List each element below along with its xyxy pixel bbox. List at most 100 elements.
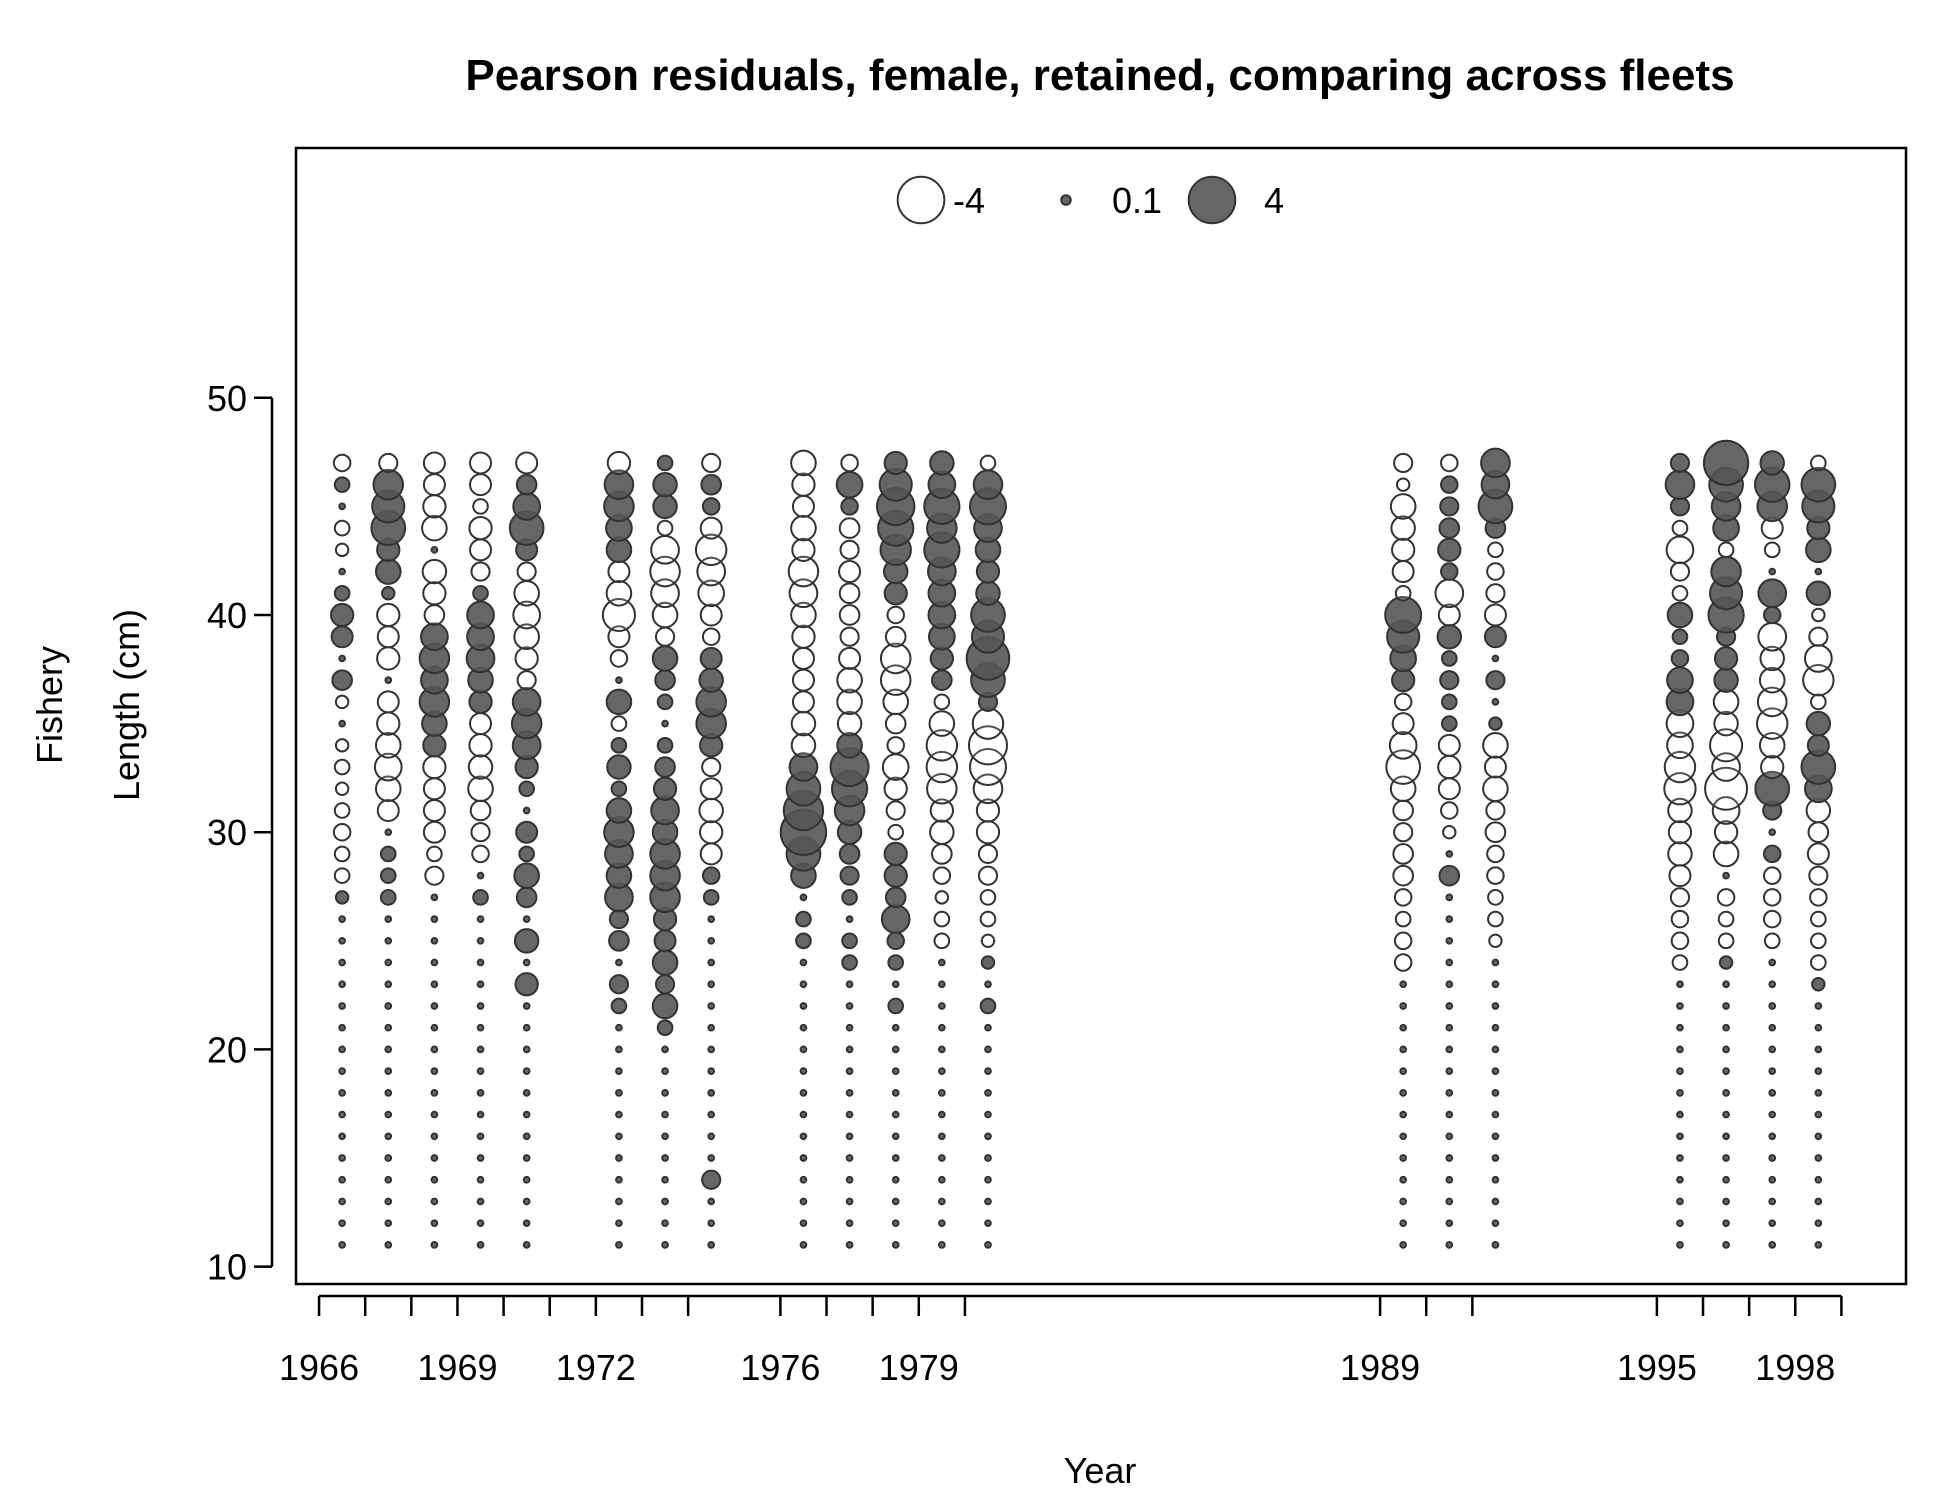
positive-residual-bubble (1768, 1241, 1777, 1249)
negative-residual-bubble (651, 601, 679, 629)
positive-residual-bubble (1491, 1241, 1500, 1249)
positive-residual-bubble (845, 1089, 854, 1097)
negative-residual-bubble (790, 449, 817, 477)
positive-residual-bubble (707, 1241, 716, 1249)
positive-residual-bubble (1445, 958, 1454, 967)
negative-residual-bubble (979, 889, 997, 906)
negative-residual-bubble (656, 519, 674, 537)
positive-residual-bubble (430, 1132, 439, 1141)
negative-residual-bubble (1440, 453, 1459, 473)
negative-residual-bubble (699, 777, 723, 801)
positive-residual-bubble (1768, 1132, 1777, 1141)
negative-residual-bubble (791, 646, 815, 670)
positive-residual-bubble (799, 1154, 808, 1162)
negative-residual-bubble (925, 729, 959, 762)
negative-residual-bubble (1393, 452, 1414, 474)
positive-residual-bubble (1814, 1002, 1823, 1010)
positive-residual-bubble (1480, 447, 1511, 479)
negative-residual-bubble (1434, 578, 1465, 609)
negative-residual-bubble (1437, 733, 1461, 757)
negative-residual-bubble (791, 494, 815, 518)
negative-residual-bubble (1762, 866, 1782, 885)
positive-residual-bubble (1440, 693, 1458, 711)
positive-residual-bubble (476, 936, 485, 945)
positive-residual-bubble (1676, 1241, 1684, 1249)
positive-residual-bubble (838, 843, 861, 865)
negative-residual-bubble (790, 601, 817, 629)
negative-residual-bubble (469, 451, 493, 475)
legend-label: 4 (1264, 180, 1284, 221)
y-tick-label: 30 (207, 812, 247, 853)
negative-residual-bubble (838, 560, 862, 584)
positive-residual-bubble (1713, 667, 1739, 693)
positive-residual-bubble (384, 1023, 393, 1032)
positive-residual-bubble (707, 1197, 716, 1206)
positive-residual-bubble (937, 1089, 946, 1097)
positive-residual-bubble (1676, 1175, 1684, 1184)
positive-residual-bubble (1814, 1089, 1823, 1097)
negative-residual-bubble (838, 517, 861, 539)
y-axis-title-line2: Length (cm) (106, 609, 147, 801)
x-tick-label: 1966 (279, 1347, 359, 1388)
positive-residual-bubble (1399, 1045, 1408, 1054)
positive-residual-bubble (788, 752, 819, 782)
positive-residual-bubble (845, 1067, 854, 1075)
negative-residual-bubble (376, 711, 401, 736)
positive-residual-bubble (430, 1089, 439, 1097)
positive-residual-bubble (384, 1045, 393, 1054)
negative-residual-bubble (979, 910, 997, 928)
positive-residual-bubble (1722, 1023, 1730, 1032)
positive-residual-bubble (841, 889, 858, 906)
negative-residual-bubble (1486, 844, 1505, 864)
negative-residual-bubble (791, 668, 815, 692)
positive-residual-bubble (698, 667, 724, 693)
positive-residual-bubble (513, 928, 540, 954)
positive-residual-bubble (1722, 980, 1730, 989)
positive-residual-bubble (799, 1197, 808, 1206)
positive-residual-bubble (515, 820, 539, 844)
positive-residual-bubble (1445, 1045, 1454, 1054)
positive-residual-bubble (1438, 517, 1461, 539)
positive-residual-bubble (515, 473, 538, 496)
positive-residual-bubble (384, 936, 393, 945)
negative-residual-bubble (698, 797, 724, 824)
negative-residual-bubble (879, 664, 912, 696)
positive-residual-bubble (1768, 1219, 1777, 1228)
positive-residual-bubble (422, 733, 447, 758)
negative-residual-bubble (607, 560, 631, 584)
positive-residual-bubble (515, 886, 538, 909)
negative-residual-bubble (1391, 537, 1416, 562)
positive-residual-bubble (476, 958, 485, 967)
positive-residual-bubble (845, 1241, 854, 1249)
negative-residual-bubble (513, 623, 540, 651)
negative-residual-bubble (884, 712, 907, 735)
negative-residual-bubble (1394, 584, 1412, 602)
positive-residual-bubble (522, 1219, 531, 1228)
positive-residual-bubble (651, 645, 679, 672)
negative-residual-bubble (699, 842, 723, 866)
positive-residual-bubble (1722, 1154, 1730, 1162)
positive-residual-bubble (472, 584, 489, 602)
positive-residual-bubble (984, 1175, 992, 1184)
positive-residual-bubble (1676, 1002, 1684, 1010)
positive-residual-bubble (1399, 1023, 1408, 1032)
positive-residual-bubble (1676, 1197, 1684, 1206)
negative-residual-bubble (513, 579, 540, 607)
positive-residual-bubble (430, 1023, 439, 1032)
negative-residual-bubble (332, 453, 352, 473)
x-tick-label: 1998 (1755, 1347, 1835, 1388)
negative-residual-bubble (1487, 889, 1504, 906)
negative-residual-bubble (469, 799, 492, 822)
positive-residual-bubble (845, 1023, 854, 1032)
positive-residual-bubble (1811, 977, 1826, 992)
positive-residual-bubble (608, 909, 630, 930)
positive-residual-bubble (1713, 646, 1739, 671)
negative-residual-bubble (1665, 535, 1695, 565)
positive-residual-bubble (795, 932, 812, 950)
positive-residual-bubble (799, 1219, 808, 1228)
positive-residual-bubble (845, 915, 854, 923)
positive-residual-bubble (384, 915, 393, 923)
negative-residual-bubble (1391, 712, 1415, 736)
positive-residual-bubble (476, 1154, 485, 1162)
